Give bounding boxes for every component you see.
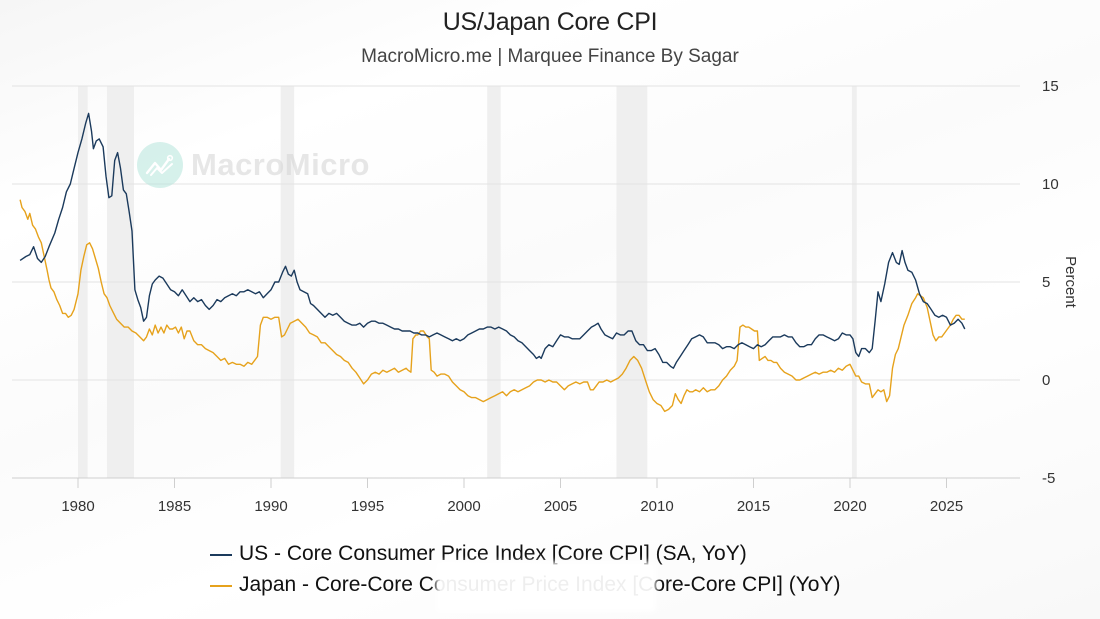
legend-item-us[interactable]: US - Core Consumer Price Index [Core CPI… xyxy=(210,538,840,569)
y-tick-label: 0 xyxy=(1042,372,1050,389)
x-tick-label: 2000 xyxy=(447,498,480,515)
x-tick-label: 1985 xyxy=(158,498,191,515)
series-line-us xyxy=(19,112,966,369)
x-tick-label: 2005 xyxy=(544,498,577,515)
macromicro-logo-icon xyxy=(137,142,183,188)
x-tick-label: 2015 xyxy=(737,498,770,515)
y-axis-label: Percent xyxy=(1062,256,1079,309)
legend-swatch-japan xyxy=(210,584,232,587)
legend-swatch-us xyxy=(210,553,232,556)
x-tick-label: 1995 xyxy=(351,498,384,515)
series-line-japan xyxy=(19,199,965,413)
legend-label-us: US - Core Consumer Price Index [Core CPI… xyxy=(239,541,747,565)
x-axis: 1980 1985 1990 1995 2000 2005 2010 2015 2020 2025 xyxy=(61,478,963,515)
y-tick-label: 15 xyxy=(1042,78,1059,95)
watermark: MacroMicro xyxy=(137,142,370,188)
chart-plot: 1980 1985 1990 1995 2000 2005 2010 2015 2020 2025… xyxy=(12,78,1079,515)
chart-title: US/Japan Core CPI xyxy=(442,8,658,36)
x-tick-label: 1990 xyxy=(254,498,287,515)
watermark-text: MacroMicro xyxy=(191,147,370,182)
y-tick-label: 5 xyxy=(1042,274,1050,291)
y-tick-label: 10 xyxy=(1042,176,1059,193)
x-tick-label: 2010 xyxy=(640,498,673,515)
x-tick-label: 1980 xyxy=(61,498,94,515)
x-tick-label: 2025 xyxy=(930,498,963,515)
chart-subtitle: MacroMicro.me | Marquee Finance By Sagar xyxy=(361,46,739,67)
x-tick-label: 2020 xyxy=(833,498,866,515)
gridlines xyxy=(12,85,1020,479)
obscuring-overlay xyxy=(440,566,652,608)
y-axis: 15 10 5 0 -5 xyxy=(1042,78,1059,487)
y-tick-label: -5 xyxy=(1042,470,1055,487)
series-lines xyxy=(19,112,966,413)
